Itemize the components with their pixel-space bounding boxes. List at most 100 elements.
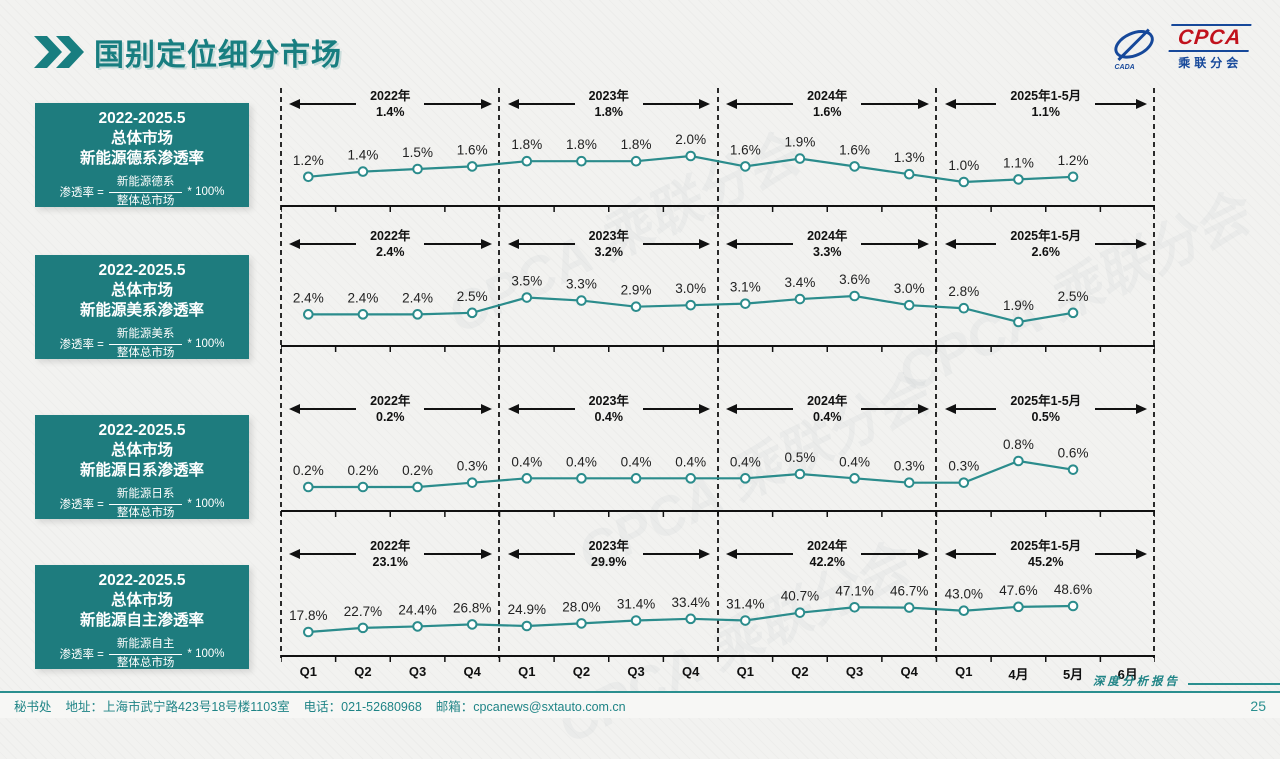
segment-average: 0.4% <box>813 410 842 424</box>
data-label: 47.6% <box>999 583 1037 598</box>
segment-year: 2022年 <box>370 88 411 103</box>
arrow-left-icon <box>288 549 357 559</box>
report-tag-line <box>1188 683 1280 685</box>
line-chart-japanese: 2022年 0.2% 2023年 0.4% 2024年 0.4% 2025年1-5月 0.5%… <box>281 393 1155 519</box>
segment-year: 2023年 <box>588 88 629 103</box>
footer: 秘书处 地址：上海市武宁路423号18号楼1103室 电话：021-526809… <box>0 691 1280 718</box>
arrow-right-icon <box>1095 239 1147 249</box>
data-label: 1.0% <box>948 158 979 173</box>
data-label: 2.0% <box>675 132 706 147</box>
segment-average: 2.4% <box>376 245 405 259</box>
arrow-right-icon <box>642 549 711 559</box>
chart-canvas: 0.2% 0.2% 0.2% 0.3% 0.4% 0.4% 0.4% 0.4% 0.4% 0.5%… <box>281 437 1155 517</box>
data-point <box>1013 601 1024 613</box>
data-label: 31.4% <box>726 597 764 612</box>
segment-year: 2023年 <box>588 393 629 408</box>
x-axis-label: Q1 <box>955 664 973 679</box>
year-segment: 2024年 42.2% <box>718 538 937 570</box>
data-label: 2.9% <box>621 283 652 298</box>
x-axis-label: Q1 <box>736 664 754 679</box>
data-point <box>576 295 587 306</box>
data-label: 1.3% <box>894 150 925 165</box>
segment-year: 2022年 <box>370 393 411 408</box>
data-point <box>357 622 369 634</box>
data-point <box>521 620 533 632</box>
year-segment: 2025年1-5月 2.6% <box>937 228 1156 260</box>
chart-region: 2022年 1.4% 2023年 1.8% 2024年 1.6% 2025年1-5月 1.1%… <box>280 88 1155 688</box>
data-label: 1.9% <box>1003 298 1034 313</box>
footer-secretariat: 秘书处 <box>14 700 52 714</box>
segment-divider <box>1153 88 1155 658</box>
year-segment: 2025年1-5月 0.5% <box>937 393 1156 425</box>
page-number: 25 <box>1250 697 1266 714</box>
data-point <box>303 309 314 320</box>
data-point <box>630 473 642 484</box>
data-point <box>794 607 806 618</box>
arrow-right-icon <box>861 99 929 109</box>
data-label: 0.2% <box>348 463 379 478</box>
data-label: 0.4% <box>675 454 706 469</box>
data-point <box>958 477 970 488</box>
arrow-right-icon <box>424 239 492 249</box>
data-label: 0.4% <box>730 454 761 469</box>
data-label: 31.4% <box>617 597 655 612</box>
segment-average: 45.2% <box>1028 555 1064 569</box>
data-label: 46.7% <box>890 584 928 599</box>
line-chart-german: 2022年 1.4% 2023年 1.8% 2024年 1.6% 2025年1-5月 1.1%… <box>281 88 1155 214</box>
data-point <box>1013 174 1024 185</box>
data-point <box>685 150 696 162</box>
line-chart-domestic: 2022年 23.1% 2023年 29.9% 2024年 42.2% 2025年1-5月 4… <box>281 538 1155 664</box>
segment-divider <box>280 88 282 658</box>
arrow-right-icon <box>861 549 929 559</box>
data-label: 0.3% <box>457 459 488 474</box>
segment-average: 0.4% <box>594 410 624 424</box>
arrow-right-icon <box>1095 404 1147 414</box>
data-label: 1.2% <box>1058 153 1089 168</box>
data-point <box>576 155 587 167</box>
arrow-right-icon <box>424 404 492 414</box>
formula-suffix: * 100% <box>187 498 225 511</box>
segment-year: 2024年 <box>807 538 848 553</box>
year-segment: 2023年 3.2% <box>500 228 719 260</box>
year-header-row: 2022年 1.4% 2023年 1.8% 2024年 1.6% 2025年1-5月 1.1% <box>281 88 1155 120</box>
data-label: 2.4% <box>402 290 433 305</box>
data-point <box>794 293 806 305</box>
footer-phone: 电话：021-52680968 <box>303 700 422 714</box>
data-label: 26.8% <box>453 600 491 615</box>
data-label: 3.5% <box>511 274 542 289</box>
data-point <box>521 473 533 484</box>
card-period: 2022-2025.5 <box>98 262 186 279</box>
data-point <box>303 171 314 183</box>
chart-canvas: 2.4% 2.4% 2.4% 2.5% 3.5% 3.3% 2.9% 3.0% 3.1% 3.4%… <box>281 272 1155 352</box>
data-label: 0.5% <box>785 450 816 465</box>
x-axis-label: Q2 <box>354 664 372 679</box>
data-label: 40.7% <box>781 589 819 604</box>
data-point <box>576 618 587 629</box>
footer-email[interactable]: 邮箱：cpcanews@sxtauto.com.cn <box>435 700 626 714</box>
data-point <box>794 153 806 164</box>
data-point <box>740 615 751 626</box>
segment-year: 2024年 <box>807 88 848 103</box>
year-header-row: 2022年 2.4% 2023年 3.2% 2024年 3.3% 2025年1-5月 2.6% <box>281 228 1155 260</box>
data-label: 24.9% <box>508 602 546 617</box>
segment-average: 1.6% <box>813 105 842 119</box>
arrow-right-icon <box>642 239 711 249</box>
data-label: 33.4% <box>672 595 710 610</box>
segment-year: 2025年1-5月 <box>1010 88 1082 103</box>
data-point <box>685 473 696 484</box>
data-label: 0.3% <box>894 459 925 474</box>
data-point <box>958 605 970 617</box>
data-point <box>1067 464 1079 475</box>
x-axis-label: Q2 <box>791 664 809 679</box>
formula-denominator: 整体总市场 <box>116 656 175 669</box>
arrow-left-icon <box>725 549 794 559</box>
data-point <box>412 481 423 493</box>
formula-lhs: 渗透率 = <box>59 649 104 662</box>
data-label: 47.1% <box>835 583 873 598</box>
data-label: 2.5% <box>457 289 488 304</box>
x-axis-label: Q3 <box>845 664 864 679</box>
year-segment: 2023年 29.9% <box>500 538 719 570</box>
data-point <box>1013 316 1024 328</box>
year-segment: 2025年1-5月 45.2% <box>937 538 1156 570</box>
data-point <box>521 155 533 167</box>
